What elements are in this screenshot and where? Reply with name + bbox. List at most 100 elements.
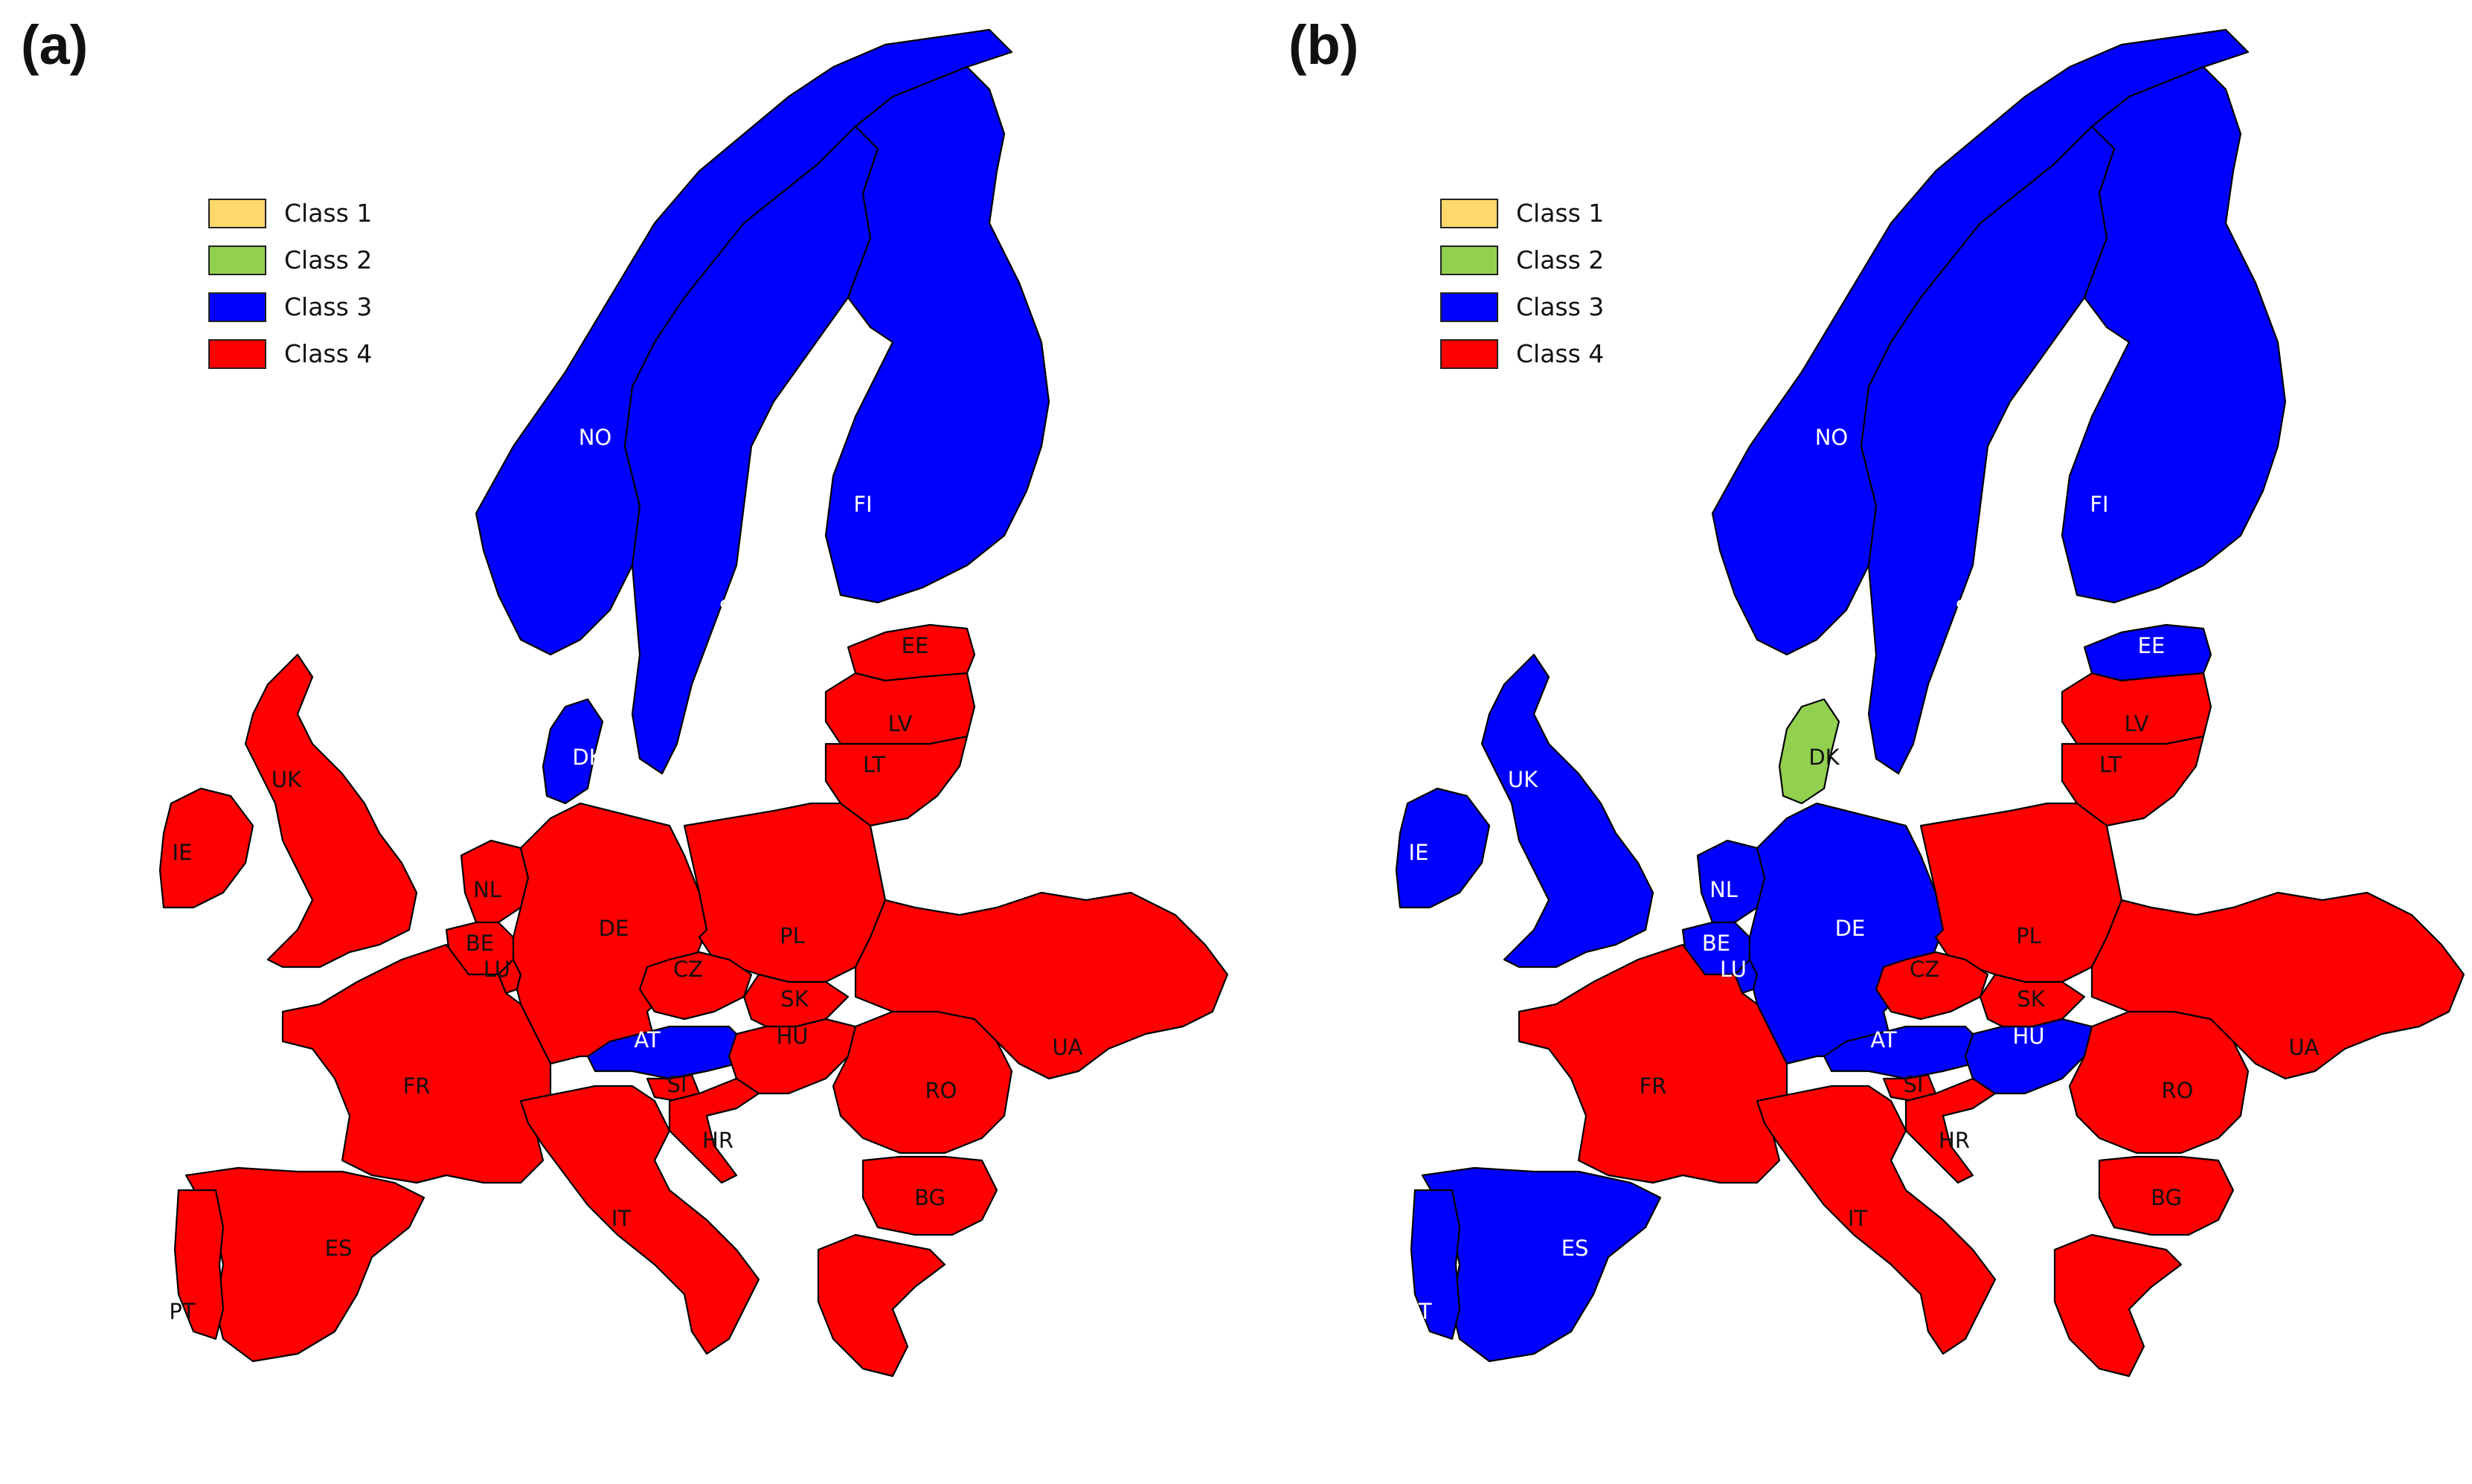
country-label-ee: EE bbox=[2138, 633, 2166, 658]
country-lv bbox=[824, 672, 976, 745]
legend-swatch bbox=[208, 338, 266, 369]
country-uk bbox=[1480, 653, 1654, 969]
country-label-fi: FI bbox=[853, 492, 872, 517]
country-label-ua: UA bbox=[2288, 1035, 2319, 1060]
country-label-ro: RO bbox=[2162, 1078, 2194, 1103]
country-label-fr: FR bbox=[1640, 1073, 1667, 1099]
country-label-pt: PT bbox=[169, 1299, 195, 1324]
country-fi bbox=[824, 65, 1050, 604]
country-label-nl: NL bbox=[473, 877, 501, 902]
legend-item-class-4: Class 4 bbox=[208, 330, 372, 377]
country-label-cz: CZ bbox=[1910, 957, 1939, 982]
country-label-be: BE bbox=[1702, 931, 1730, 956]
country-ua bbox=[854, 891, 1229, 1080]
country-dk bbox=[1778, 698, 1840, 805]
legend-swatch bbox=[1440, 245, 1498, 275]
country-it bbox=[519, 1085, 760, 1355]
country-bg bbox=[861, 1155, 998, 1236]
country-hu bbox=[728, 1018, 857, 1095]
legend-label: Class 3 bbox=[1516, 292, 1605, 321]
legend-item-class-3: Class 3 bbox=[208, 283, 372, 330]
country-pt bbox=[173, 1189, 225, 1340]
legend-item-class-2: Class 2 bbox=[208, 237, 372, 283]
country-label-hu: HU bbox=[2012, 1024, 2044, 1049]
country-label-pl: PL bbox=[2016, 923, 2041, 948]
country-label-ro: RO bbox=[925, 1078, 957, 1103]
country-label-it: IT bbox=[611, 1206, 632, 1231]
legend-item-class-3: Class 3 bbox=[1440, 283, 1604, 330]
country-label-uk: UK bbox=[1508, 767, 1538, 792]
country-label-it: IT bbox=[1848, 1206, 1868, 1231]
country-label-hu: HU bbox=[776, 1024, 808, 1049]
country-label-at: AT bbox=[1870, 1027, 1897, 1053]
country-label-hr: HR bbox=[702, 1128, 733, 1153]
country-label-si: SI bbox=[1904, 1072, 1924, 1097]
country-fi bbox=[2061, 65, 2287, 604]
country-bg bbox=[2098, 1155, 2235, 1236]
country-label-sk: SK bbox=[780, 986, 809, 1012]
panel-label: (a) bbox=[21, 14, 89, 76]
country-ro bbox=[2068, 1010, 2250, 1154]
country-gr bbox=[2053, 1233, 2183, 1378]
legend-swatch bbox=[1440, 198, 1498, 228]
country-label-lt: LT bbox=[2099, 752, 2122, 777]
legend-label: Class 3 bbox=[284, 292, 373, 321]
country-label-nl: NL bbox=[1709, 877, 1738, 902]
country-label-si: SI bbox=[667, 1072, 687, 1097]
country-label-bg: BG bbox=[914, 1185, 946, 1210]
legend-swatch bbox=[208, 198, 266, 228]
country-label-pt: PT bbox=[1405, 1299, 1431, 1324]
country-label-de: DE bbox=[1835, 916, 1866, 941]
country-ua bbox=[2090, 891, 2465, 1080]
legend-label: Class 2 bbox=[1516, 245, 1605, 274]
legend-item-class-4: Class 4 bbox=[1440, 330, 1604, 377]
country-label-uk: UK bbox=[272, 767, 302, 792]
legend-swatch bbox=[1440, 292, 1498, 322]
country-label-lu: LU bbox=[1720, 957, 1747, 982]
country-gr bbox=[817, 1233, 946, 1378]
country-label-es: ES bbox=[325, 1236, 353, 1261]
country-label-lv: LV bbox=[2125, 711, 2149, 736]
country-label-ie: IE bbox=[1409, 840, 1429, 865]
country-label-ee: EE bbox=[902, 633, 929, 658]
country-ro bbox=[832, 1010, 1013, 1154]
country-label-at: AT bbox=[634, 1027, 661, 1053]
country-label-be: BE bbox=[466, 931, 494, 956]
legend-label: Class 2 bbox=[284, 245, 373, 274]
country-label-ie: IE bbox=[173, 840, 193, 865]
legend-swatch bbox=[1440, 338, 1498, 369]
legend-item-class-1: Class 1 bbox=[1440, 190, 1604, 237]
country-label-lt: LT bbox=[863, 752, 885, 777]
country-label-de: DE bbox=[599, 916, 629, 941]
country-label-fi: FI bbox=[2090, 492, 2108, 517]
country-label-se: SE bbox=[719, 596, 747, 621]
country-hu bbox=[1964, 1018, 2093, 1095]
legend-label: Class 4 bbox=[1516, 339, 1605, 368]
map-panel-b: (b) NO SE FI DK AT EE LV LT UK IE NL BE LU DE PL CZ SK HU… bbox=[1236, 0, 2472, 1484]
country-uk bbox=[244, 653, 418, 969]
country-es bbox=[1421, 1166, 1662, 1363]
country-sk bbox=[1979, 973, 2086, 1028]
legend: Class 1 Class 2 Class 3 Class 4 bbox=[1440, 190, 1604, 377]
country-label-es: ES bbox=[1561, 1236, 1589, 1261]
legend-label: Class 4 bbox=[284, 339, 373, 368]
country-lt bbox=[824, 735, 969, 827]
country-ie bbox=[158, 787, 254, 909]
legend-label: Class 1 bbox=[1516, 199, 1605, 228]
country-label-no: NO bbox=[579, 425, 612, 450]
legend-swatch bbox=[208, 245, 266, 275]
country-it bbox=[1756, 1085, 1997, 1355]
country-label-sk: SK bbox=[2017, 986, 2045, 1012]
country-ie bbox=[1395, 787, 1491, 909]
country-label-hr: HR bbox=[1939, 1128, 1970, 1153]
legend-swatch bbox=[208, 292, 266, 322]
panel-label: (b) bbox=[1288, 14, 1359, 76]
legend: Class 1 Class 2 Class 3 Class 4 bbox=[208, 190, 372, 377]
country-label-lv: LV bbox=[888, 711, 913, 736]
country-label-fr: FR bbox=[403, 1073, 431, 1099]
country-lt bbox=[2061, 735, 2205, 827]
country-hr bbox=[668, 1077, 760, 1184]
legend-item-class-1: Class 1 bbox=[208, 190, 372, 237]
